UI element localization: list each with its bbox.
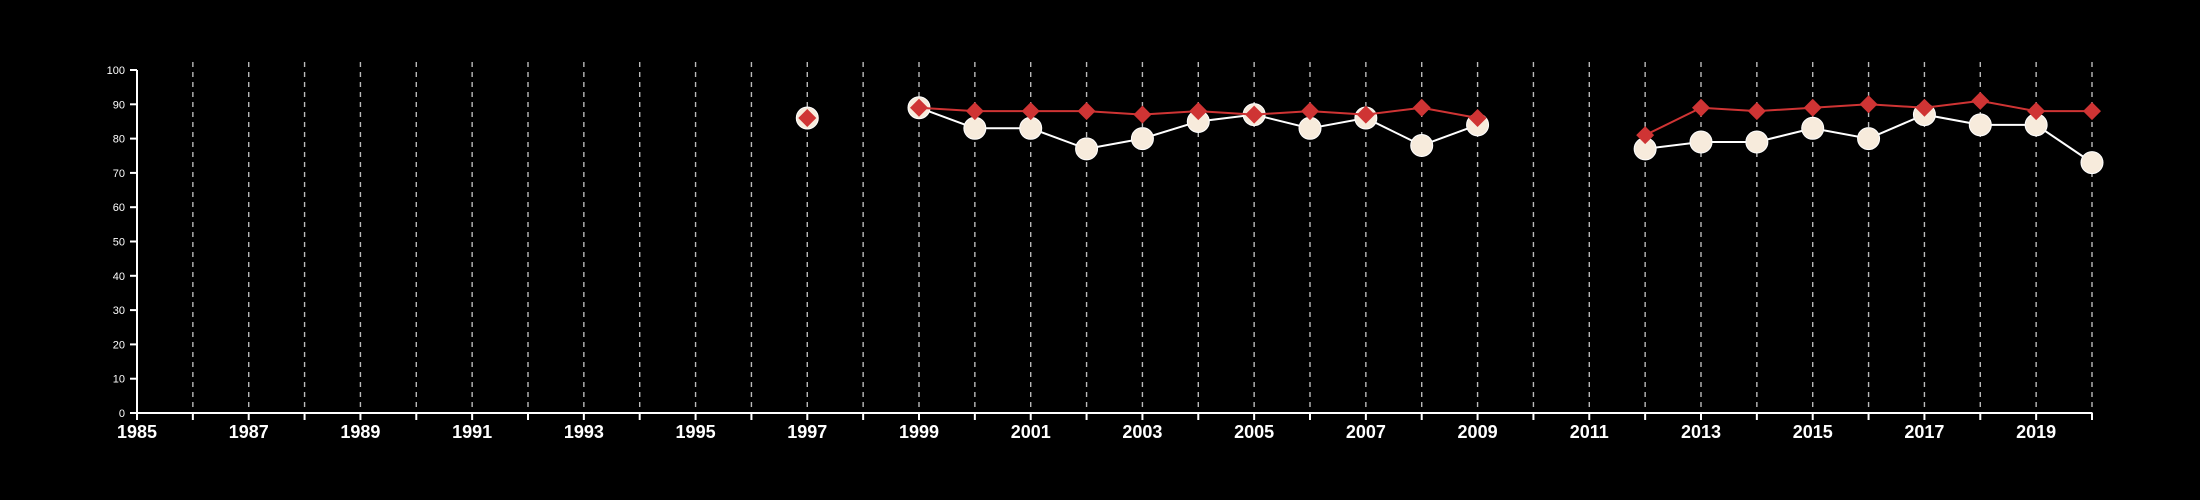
y-tick-label: 100 xyxy=(107,65,125,77)
x-tick-label: 1989 xyxy=(340,422,380,442)
series-diamond-point xyxy=(1077,102,1096,121)
series-diamond-point xyxy=(1636,126,1655,145)
series-circle-point xyxy=(2080,151,2104,175)
series-diamond-point xyxy=(1133,105,1152,124)
x-tick-label: 2011 xyxy=(1570,422,1609,442)
series-diamond-point xyxy=(798,109,817,128)
series-diamond-point xyxy=(1021,102,1040,121)
series-circle-point xyxy=(1075,137,1099,161)
y-tick-label: 80 xyxy=(113,134,125,146)
series-diamond-point xyxy=(1859,95,1878,114)
series-diamond-point xyxy=(1468,109,1487,128)
y-tick-label: 10 xyxy=(113,374,125,386)
y-tick-label: 90 xyxy=(113,99,125,111)
series-diamond-point xyxy=(2083,102,2101,121)
series-diamond-point xyxy=(1692,98,1710,117)
series-diamond-point xyxy=(1189,102,1208,121)
series-diamond-point xyxy=(2027,102,2046,121)
x-tick-label: 2003 xyxy=(1122,422,1162,442)
series-circle-point xyxy=(1130,127,1154,151)
x-tick-label: 2005 xyxy=(1234,422,1274,442)
y-tick-label: 0 xyxy=(119,408,125,420)
series-circle-point xyxy=(1410,133,1434,157)
x-tick-label: 1993 xyxy=(564,422,604,442)
y-tick-label: 20 xyxy=(113,339,125,351)
y-tick-label: 50 xyxy=(113,237,125,249)
y-tick-label: 30 xyxy=(113,305,125,317)
series-circle-point xyxy=(1298,116,1322,140)
x-tick-label: 2007 xyxy=(1346,422,1386,442)
x-tick-label: 2013 xyxy=(1681,422,1721,442)
gridlines xyxy=(192,62,2093,413)
x-tick-label: 2019 xyxy=(2016,422,2056,442)
series-diamond-point xyxy=(1301,102,1319,121)
series-diamond-point xyxy=(910,98,928,117)
series-diamond-point xyxy=(1412,98,1431,117)
series-circle-point xyxy=(1968,113,1992,137)
x-tick-label: 1991 xyxy=(452,422,492,442)
series-diamond-point xyxy=(1356,105,1375,124)
series-diamond-point xyxy=(965,102,984,121)
series-diamond-point xyxy=(1245,105,1264,124)
x-tick-label: 1987 xyxy=(229,422,269,442)
x-tick-label: 2001 xyxy=(1011,422,1051,442)
x-tick-label: 1995 xyxy=(676,422,716,442)
x-tick-label: 2009 xyxy=(1458,422,1498,442)
x-tick-label: 1985 xyxy=(117,422,157,442)
x-tick-label: 1997 xyxy=(787,422,827,442)
y-tick-label: 60 xyxy=(113,202,125,214)
series-circle-point xyxy=(1745,130,1769,154)
series-diamond-point xyxy=(1915,98,1934,117)
axes: 1985 1987 1989 1991 1993 1995 1997 1999 2001 2003… xyxy=(107,65,2093,442)
x-tick-label: 1999 xyxy=(899,422,939,442)
x-tick-label: 2015 xyxy=(1793,422,1833,442)
x-tick-label: 2017 xyxy=(1904,422,1944,442)
y-tick-label: 40 xyxy=(113,271,125,283)
series-diamond-point xyxy=(1747,102,1766,121)
series-circle-point xyxy=(963,116,987,140)
data-series xyxy=(795,91,2104,175)
series-diamond-point xyxy=(1803,98,1822,117)
y-tick-label: 70 xyxy=(113,168,125,180)
series-circle-point xyxy=(1019,116,1043,140)
series-circle-point xyxy=(1689,130,1713,154)
series-diamond-point xyxy=(1971,91,1990,110)
series-circle-point xyxy=(1801,116,1825,140)
series-circle-point xyxy=(1857,127,1881,151)
